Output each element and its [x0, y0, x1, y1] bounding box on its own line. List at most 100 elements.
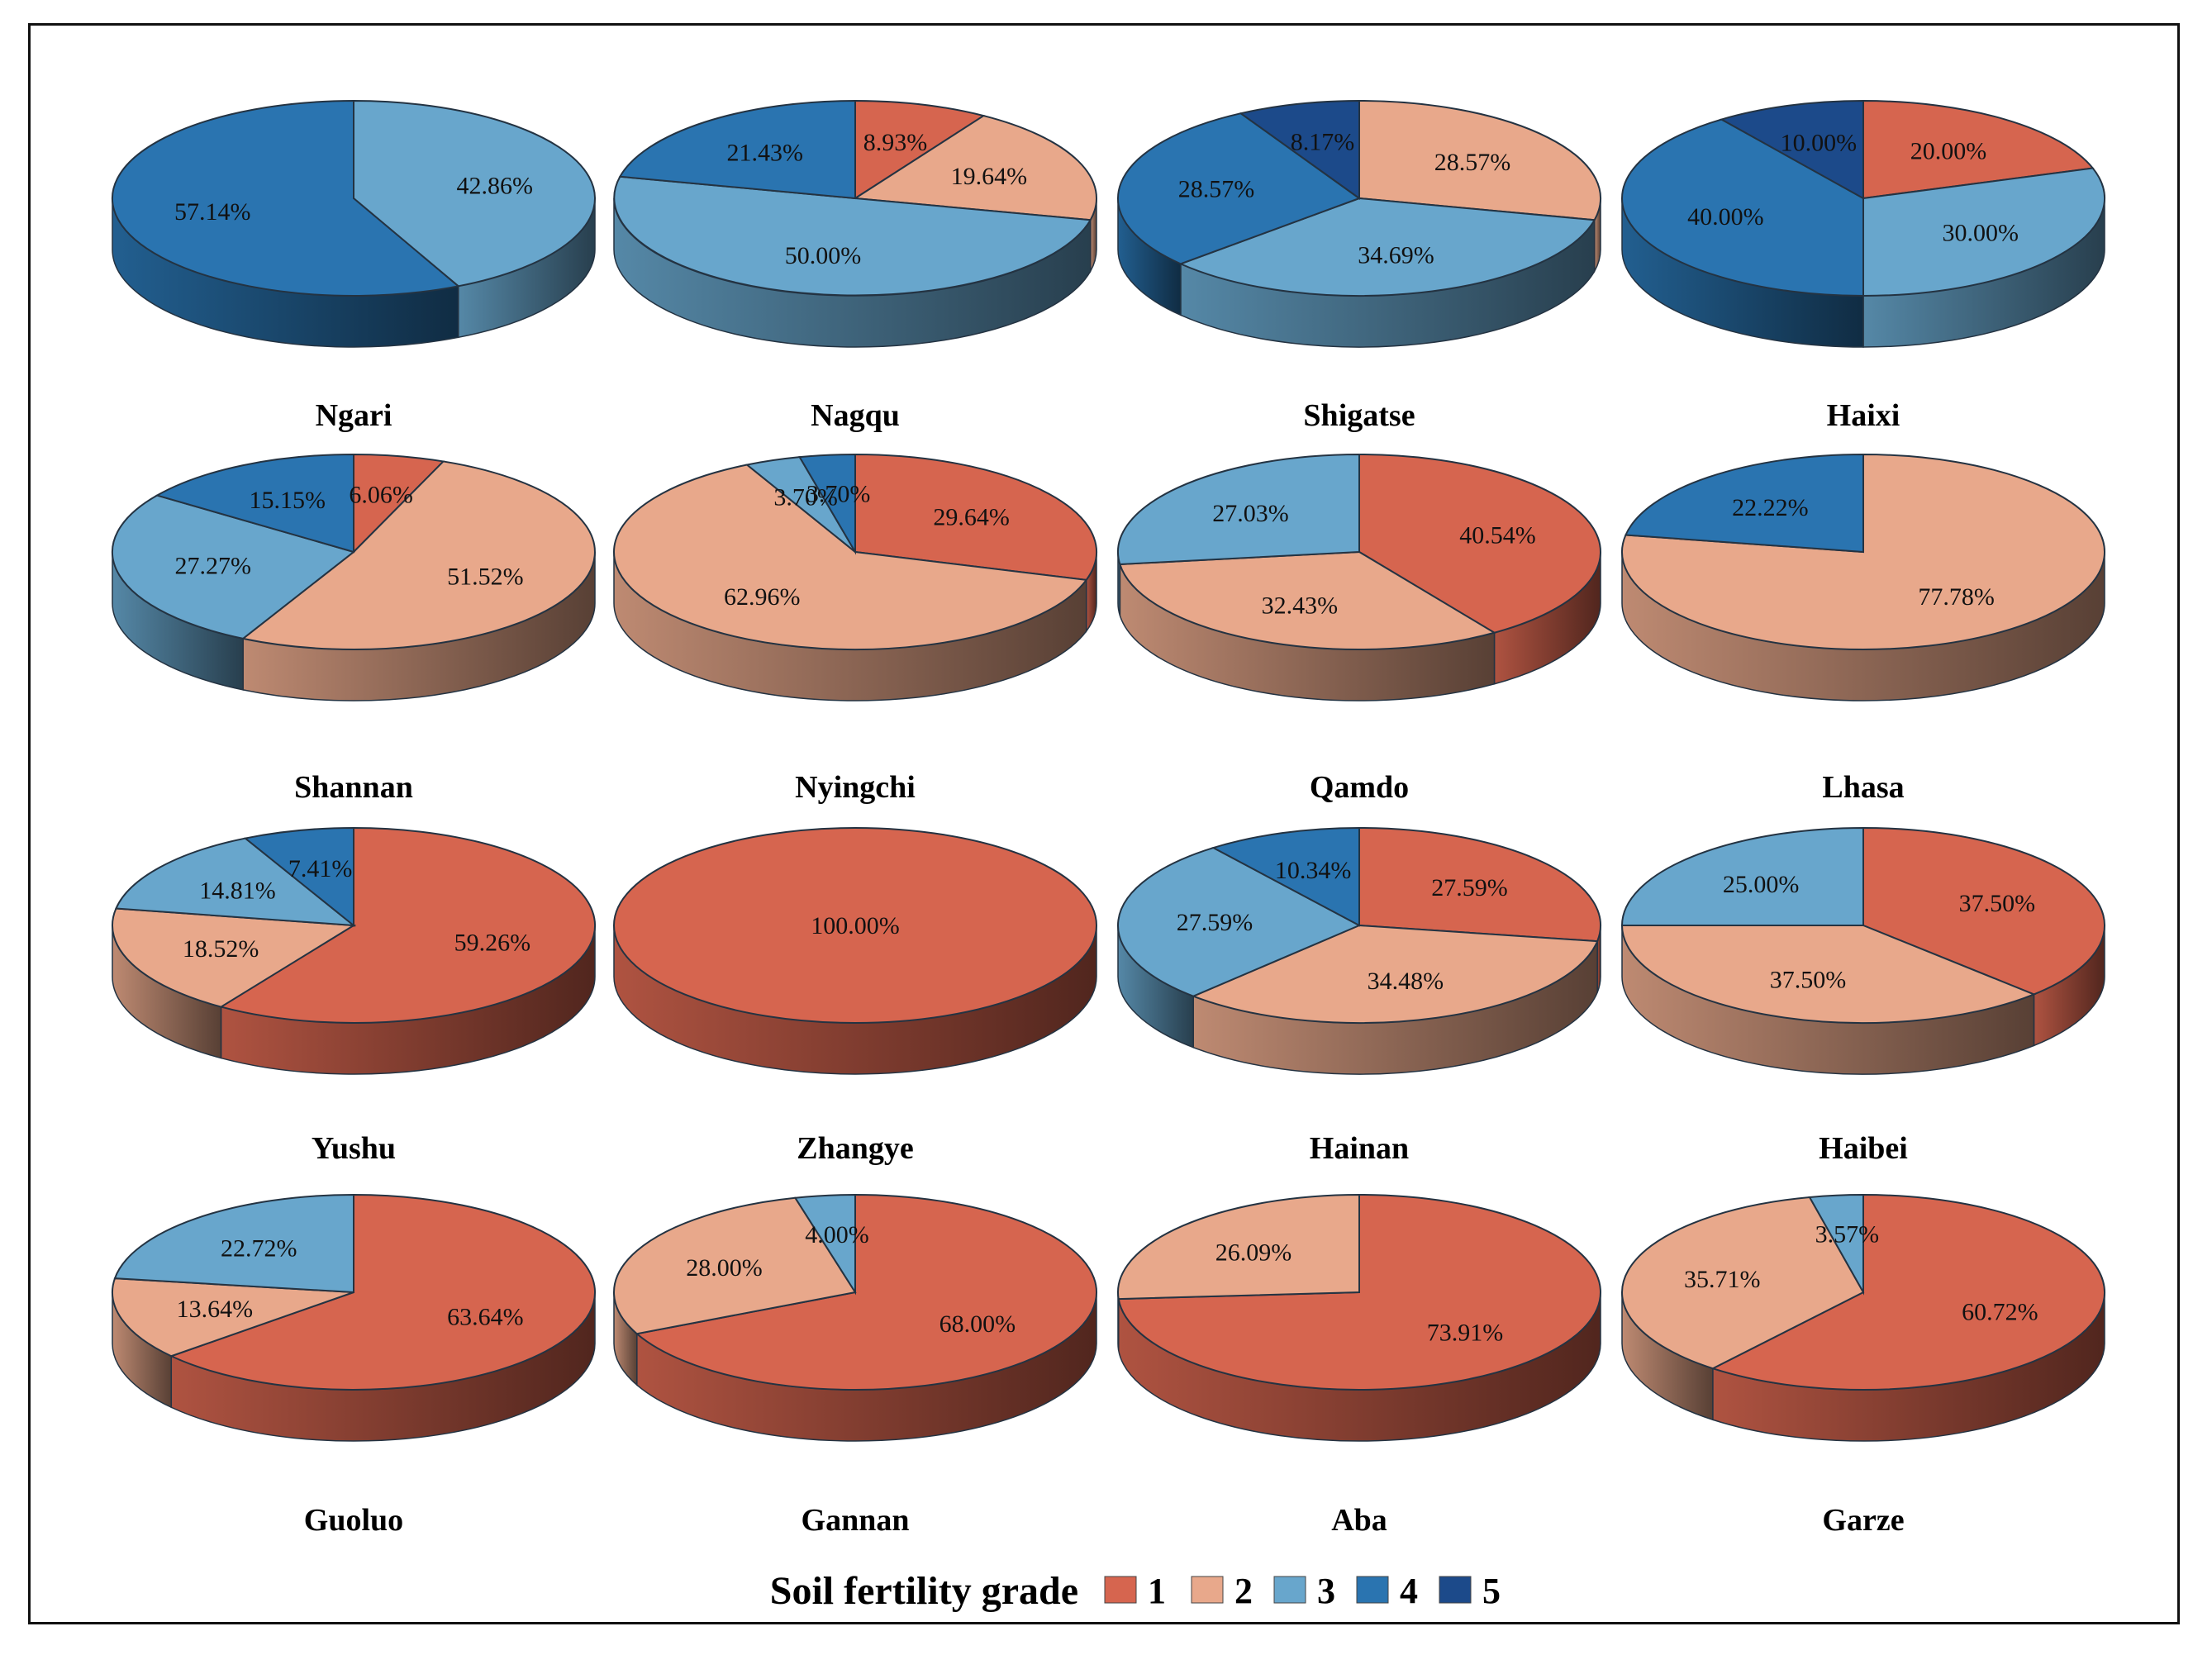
slice-label: 50.00% — [785, 242, 862, 269]
legend: Soil fertility grade 1 2 3 4 5 — [770, 1569, 1501, 1613]
slice-label: 35.71% — [1684, 1266, 1761, 1293]
slice-label: 18.52% — [183, 935, 259, 963]
slice-label: 25.00% — [1723, 871, 1800, 898]
pie-slice-grade-1 — [1862, 99, 2095, 200]
pie-name: Zhangye — [797, 1131, 913, 1166]
pie-garze: 60.72% 35.71% 3.57% Garze — [1621, 1193, 2105, 1538]
pie-slice-grade-5 — [1239, 99, 1360, 200]
pies-layer: 42.86% 57.14% Ngari 8.93% 19.64% 50.00% 21.43%… — [111, 99, 2105, 1538]
pie-slice-grade-3 — [1117, 846, 1362, 997]
pie-name: Yushu — [312, 1131, 396, 1166]
slice-label: 37.50% — [1770, 966, 1847, 993]
pie-name: Nyingchi — [795, 770, 916, 805]
pie-slice-grade-4 — [1211, 826, 1360, 927]
slice-label: 73.91% — [1427, 1319, 1504, 1346]
slice-label: 10.00% — [1781, 130, 1858, 157]
pie-slice-grade-2 — [1191, 924, 1599, 1024]
pie-nyingchi: 29.64% 62.96% 3.70%3.70% Nyingchi — [613, 453, 1097, 805]
pie-lhasa: 77.78% 22.22% Lhasa — [1621, 453, 2105, 805]
pie-slice-grade-3 — [113, 1193, 354, 1294]
pie-slice-grade-2 — [853, 115, 1097, 221]
pie-slice-grade-2 — [240, 460, 596, 650]
pie-qamdo: 40.54% 32.43% 27.03% Qamdo — [1117, 453, 1601, 805]
pie-zhangye: 100.00% Zhangye — [613, 827, 1097, 1166]
slice-label: 27.27% — [174, 553, 251, 580]
pie-gannan: 68.00% 28.00% 4.00% Gannan — [613, 1193, 1097, 1538]
pie-slice-grade-3 — [1117, 453, 1360, 566]
legend-swatch-grade-5 — [1439, 1576, 1472, 1604]
slice-label: 8.17% — [1291, 129, 1355, 156]
legend-swatch-grade-4 — [1356, 1576, 1389, 1604]
pie-haixi: 20.00% 30.00% 40.00% 10.00% Haixi — [1621, 99, 2105, 433]
pie-slice-grade-2 — [1117, 1193, 1360, 1301]
slice-label: 32.43% — [1262, 592, 1339, 620]
slice-label: 30.00% — [1942, 220, 2019, 247]
pie-slice-grade-3 — [1620, 826, 1864, 926]
pie-hainan: 27.59% 34.48% 27.59% 10.34% Hainan — [1117, 826, 1601, 1166]
slice-label: 3.57% — [1815, 1221, 1880, 1248]
slice-label: 7.41% — [288, 855, 353, 882]
slice-label: 8.93% — [863, 129, 928, 156]
pie-slice-grade-4 — [112, 99, 460, 297]
pie-slice-grade-3 — [793, 1193, 856, 1296]
pie-name: Lhasa — [1822, 770, 1904, 805]
slice-label: 27.03% — [1212, 500, 1289, 527]
slice-label: 20.00% — [1910, 138, 1987, 165]
pie-slice-grade-4 — [243, 826, 354, 928]
pie-slice-grade-1 — [1358, 453, 1601, 634]
pie-name: Haixi — [1827, 398, 1900, 433]
pie-slice-grade-1 — [854, 453, 1097, 581]
pie-slice-grade-4 — [1624, 453, 1864, 554]
slice-label: 51.52% — [447, 563, 524, 590]
legend-swatch-grade-2 — [1191, 1576, 1224, 1604]
legend-title: Soil fertility grade — [770, 1569, 1078, 1613]
slice-label: 68.00% — [940, 1310, 1016, 1338]
slice-label: 19.64% — [951, 163, 1028, 190]
pie-slice-grade-2 — [613, 1196, 857, 1335]
pie-haibei: 37.50% 37.50% 25.00% Haibei — [1620, 826, 2105, 1166]
slice-label: 26.09% — [1215, 1239, 1292, 1267]
pie-name: Qamdo — [1310, 770, 1409, 805]
pie-name: Hainan — [1310, 1131, 1409, 1166]
slice-label: 6.06% — [349, 481, 413, 508]
pie-slice-grade-2 — [112, 907, 357, 1008]
legend-label-grade-3: 3 — [1317, 1571, 1335, 1611]
pie-ngari: 42.86% 57.14% Ngari — [112, 99, 596, 433]
slice-label: 14.81% — [199, 877, 276, 905]
legend-swatch-grade-1 — [1104, 1576, 1137, 1604]
slice-label: 27.59% — [1177, 909, 1253, 936]
pie-slice-grade-1 — [1710, 1193, 2105, 1391]
slice-label: 13.64% — [177, 1296, 254, 1323]
pie-slice-grade-4 — [1621, 118, 1864, 297]
pie-nagqu: 8.93% 19.64% 50.00% 21.43% Nagqu — [613, 99, 1097, 433]
slice-label: 34.69% — [1358, 241, 1434, 269]
slice-label: 42.86% — [457, 172, 534, 199]
slice-label: 28.57% — [1178, 176, 1255, 203]
slice-label: 29.64% — [933, 504, 1010, 531]
pie-slice-grade-3 — [613, 175, 1092, 297]
pie-slice-grade-1 — [635, 1193, 1097, 1391]
slice-label: 22.72% — [221, 1234, 297, 1262]
pie-slice-grade-3 — [353, 99, 596, 288]
pie-slice-grade-1 — [1358, 826, 1601, 943]
slice-label: 40.54% — [1459, 521, 1536, 549]
pie-shigatse: 28.57% 34.69% 28.57% 8.17% Shigatse — [1117, 99, 1601, 433]
pie-name: Garze — [1822, 1503, 1904, 1538]
slice-label: 62.96% — [724, 583, 801, 611]
pie-yushu: 59.26% 18.52% 14.81% 7.41% Yushu — [112, 826, 596, 1166]
pie-name: Gannan — [802, 1503, 910, 1538]
slice-label: 59.26% — [454, 929, 531, 956]
pie-shannan: 6.06% 51.52% 27.27% 15.15% Shannan — [111, 453, 596, 805]
slice-label: 15.15% — [249, 487, 326, 514]
slice-label: 22.22% — [1732, 494, 1809, 521]
pie-slice-grade-1 — [169, 1193, 596, 1391]
legend-label-grade-1: 1 — [1148, 1571, 1166, 1611]
slice-label: 3.70% — [773, 483, 838, 511]
slice-label: 10.34% — [1275, 857, 1352, 884]
pie-slice-grade-2 — [1621, 1196, 1865, 1370]
slice-label: 63.64% — [447, 1303, 524, 1330]
pie-slice-grade-2 — [112, 1277, 354, 1358]
pie-slice-grade-1 — [219, 826, 596, 1024]
legend-label-grade-2: 2 — [1234, 1571, 1253, 1611]
pie-slice-grade-4 — [155, 453, 354, 554]
